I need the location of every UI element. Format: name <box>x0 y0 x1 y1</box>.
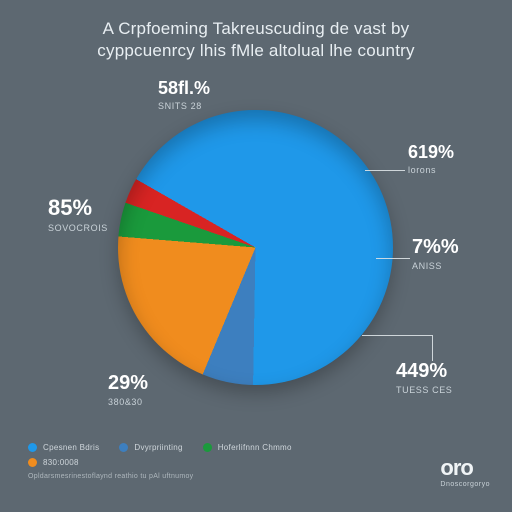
legend-swatch <box>203 443 212 452</box>
callout-pct: 619% <box>408 142 454 163</box>
callout-pct: 29% <box>108 372 148 395</box>
legend-row-1: Cpesnen Bdris Dvyrpriinting Hoferlifnnn Ch… <box>28 443 302 452</box>
legend-swatch <box>28 443 37 452</box>
callout-sub: 380&30 <box>108 397 148 407</box>
legend-label: Hoferlifnnn Chmmo <box>218 443 292 452</box>
legend-row-2: 830:0008 <box>28 458 302 467</box>
legend-item: 830:0008 <box>28 458 79 467</box>
callout-sub: SNITS 28 <box>158 101 210 111</box>
title-line-2: cyppcuenrcy lhis fMle altolual lhe count… <box>0 40 512 62</box>
brand-logo-text: oro <box>440 455 490 481</box>
brand-mark: oro Dnoscorgoryo <box>440 455 490 488</box>
callout-c-bot-r: 449% TUESS CES <box>396 360 452 395</box>
legend-label: Cpesnen Bdris <box>43 443 99 452</box>
legend-item: Cpesnen Bdris <box>28 443 99 452</box>
leader-line <box>392 335 432 336</box>
leader-line <box>376 258 410 259</box>
leader-line <box>365 170 405 171</box>
legend-label: Dvyrpriinting <box>134 443 182 452</box>
chart-canvas: A Crpfoeming Takreuscuding de vast by cy… <box>0 0 512 512</box>
title-line-1: A Crpfoeming Takreuscuding de vast by <box>0 18 512 40</box>
callout-pct: 449% <box>396 360 452 383</box>
callout-c-right-1: 619% lorons <box>408 142 454 175</box>
chart-title: A Crpfoeming Takreuscuding de vast by cy… <box>0 18 512 62</box>
pie-shading <box>118 110 393 385</box>
callout-sub: TUESS CES <box>396 385 452 395</box>
legend-swatch <box>119 443 128 452</box>
legend-item: Hoferlifnnn Chmmo <box>203 443 292 452</box>
callout-c-bot-l: 29% 380&30 <box>108 372 148 407</box>
callout-pct: 85% <box>48 195 108 221</box>
pie-chart <box>118 110 393 385</box>
leader-line <box>432 335 433 361</box>
legend-footnote: Opldarsmesrinestoflaynd reathio tu pAl u… <box>28 473 302 480</box>
callout-pct: 7%% <box>412 236 459 259</box>
legend: Cpesnen Bdris Dvyrpriinting Hoferlifnnn Ch… <box>28 443 302 486</box>
callout-sub: ANISS <box>412 261 459 271</box>
legend-label: 830:0008 <box>43 458 79 467</box>
legend-item: Dvyrpriinting <box>119 443 182 452</box>
brand-sub-text: Dnoscorgoryo <box>440 481 490 488</box>
callout-c-right-2: 7%% ANISS <box>412 236 459 271</box>
legend-swatch <box>28 458 37 467</box>
callout-sub: lorons <box>408 165 454 175</box>
callout-pct: 58fl.% <box>158 78 210 99</box>
leader-line <box>362 335 392 336</box>
callout-c-top: 58fl.% SNITS 28 <box>158 78 210 111</box>
callout-sub: SOVOCROIS <box>48 223 108 233</box>
callout-c-left: 85% SOVOCROIS <box>48 195 108 233</box>
